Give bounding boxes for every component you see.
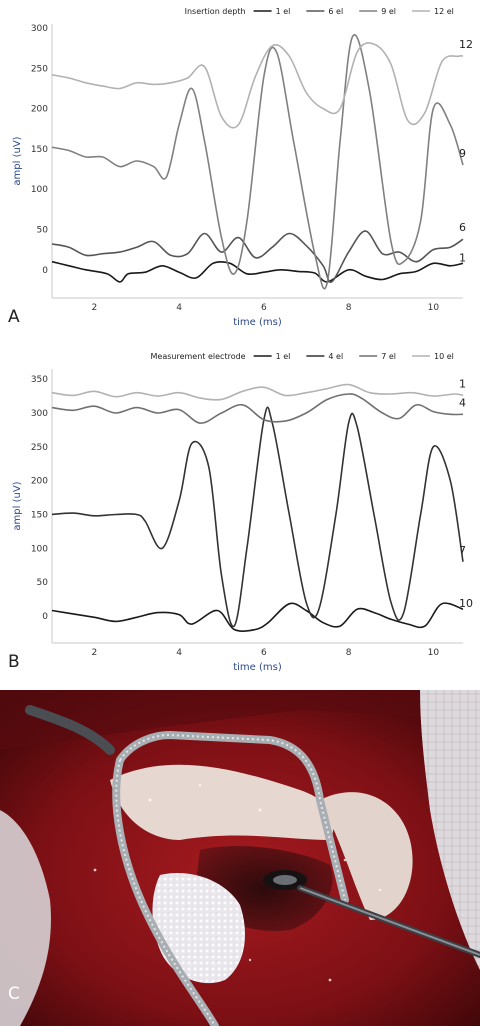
chart-b-y-tick-label: 100 bbox=[31, 544, 48, 554]
chart-b-y-tick-label: 150 bbox=[31, 510, 48, 520]
chart-a: 0 50 100 150 200 250 300 2 4 6 8 10 time (ms) ampl (u… bbox=[8, 7, 473, 328]
chart-a-legend-item: 6 el bbox=[328, 7, 343, 16]
chart-b-legend-title: Measurement electrode bbox=[151, 352, 246, 361]
chart-a-y-tick-label: 200 bbox=[31, 105, 48, 115]
chart-a-series-end-label: 6 bbox=[459, 221, 466, 234]
chart-b-legend-item: 7 el bbox=[381, 352, 396, 361]
chart-b-legend-item: 1 el bbox=[276, 352, 291, 361]
chart-a-legend-item: 1 el bbox=[276, 7, 291, 16]
chart-b-y-tick-label: 0 bbox=[42, 612, 48, 622]
chart-b-series-end-label: 1 bbox=[459, 377, 466, 390]
surgical-photo bbox=[0, 690, 480, 1026]
chart-b-legend-item: 10 el bbox=[434, 352, 454, 361]
chart-a-series-end-label: 12 bbox=[459, 38, 473, 51]
chart-b-series-line-0 bbox=[51, 602, 464, 632]
chart-a-x-tick-label: 2 bbox=[92, 303, 98, 313]
chart-a-series-end-label: 9 bbox=[459, 147, 466, 160]
chart-a-x-axis-title: time (ms) bbox=[233, 317, 282, 328]
chart-a-legend-title: Insertion depth bbox=[185, 7, 246, 16]
chart-a-y-tick-label: 150 bbox=[31, 145, 48, 155]
chart-a-legend: 12 el 9 el 6 el 1 el Insertion depth bbox=[185, 7, 454, 16]
chart-a-x-tick-label: 6 bbox=[261, 303, 267, 313]
chart-a-y-axis-title: ampl (uV) bbox=[12, 136, 23, 185]
chart-b-series-end-label: 10 bbox=[459, 597, 473, 610]
chart-b-series-end-label: 7 bbox=[459, 544, 466, 557]
chart-b: 0 50 100 150 200 250 300 350 2 4 6 8 10 time (ms) ampl… bbox=[8, 352, 473, 673]
chart-a-y-tick-label: 0 bbox=[42, 266, 48, 276]
chart-b-x-tick-label: 8 bbox=[346, 648, 352, 658]
chart-b-series-end-label: 4 bbox=[459, 396, 466, 409]
chart-b-legend: 10 el 7 el 4 el 1 el Measurement electrode bbox=[151, 352, 454, 361]
chart-a-legend-item: 9 el bbox=[381, 7, 396, 16]
chart-b-y-tick-label: 200 bbox=[31, 477, 48, 487]
chart-b-y-tick-label: 350 bbox=[31, 375, 48, 385]
chart-b-y-tick-label: 50 bbox=[37, 578, 49, 588]
chart-a-x-tick-label: 10 bbox=[428, 303, 440, 313]
chart-a-series-line-1 bbox=[51, 230, 464, 283]
chart-a-series-line-0 bbox=[51, 260, 464, 283]
chart-a-x-tick-label: 4 bbox=[176, 303, 182, 313]
chart-a-legend-item: 12 el bbox=[434, 7, 454, 16]
chart-b-legend-item: 4 el bbox=[328, 352, 343, 361]
chart-a-y-tick-label: 300 bbox=[31, 24, 48, 34]
chart-a-panel-label: A bbox=[8, 307, 20, 327]
chart-a-series-line-2 bbox=[51, 33, 464, 290]
chart-a-y-tick-label: 250 bbox=[31, 64, 48, 74]
chart-b-x-tick-label: 4 bbox=[176, 648, 182, 658]
chart-b-x-tick-label: 10 bbox=[428, 648, 440, 658]
chart-b-panel-label: B bbox=[8, 652, 20, 672]
chart-b-series-line-2 bbox=[51, 393, 464, 424]
chart-b-x-tick-label: 6 bbox=[261, 648, 267, 658]
chart-a-y-tick-label: 50 bbox=[37, 226, 49, 236]
chart-b-series-line-3 bbox=[51, 383, 464, 401]
chart-b-y-tick-label: 250 bbox=[31, 443, 48, 453]
chart-b-series-line-1 bbox=[51, 406, 464, 628]
chart-a-series-end-label: 1 bbox=[459, 251, 466, 264]
chart-b-x-tick-label: 2 bbox=[92, 648, 98, 658]
chart-b-x-axis-title: time (ms) bbox=[233, 662, 282, 673]
chart-a-x-tick-label: 8 bbox=[346, 303, 352, 313]
chart-a-y-tick-label: 100 bbox=[31, 185, 48, 195]
chart-a-series-line-3 bbox=[51, 42, 464, 129]
chart-b-y-tick-label: 300 bbox=[31, 409, 48, 419]
panel-label-c: C bbox=[8, 984, 20, 1004]
chart-b-y-axis-title: ampl (uV) bbox=[12, 481, 23, 530]
